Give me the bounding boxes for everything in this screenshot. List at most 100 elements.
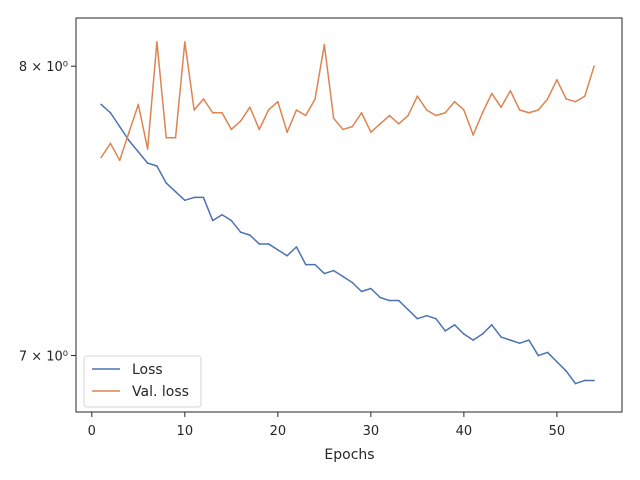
data-point bbox=[332, 269, 335, 272]
data-point bbox=[202, 98, 205, 100]
data-point bbox=[277, 100, 279, 103]
legend: Loss Val. loss bbox=[83, 355, 202, 408]
data-point bbox=[546, 98, 549, 100]
data-point bbox=[314, 98, 316, 100]
data-point bbox=[490, 92, 493, 95]
data-point bbox=[453, 324, 456, 326]
data-point bbox=[518, 342, 521, 345]
x-tick-label: 10 bbox=[177, 424, 194, 439]
data-point bbox=[556, 78, 558, 81]
legend-label: Loss bbox=[132, 362, 163, 378]
data-point bbox=[435, 114, 437, 117]
data-point bbox=[388, 114, 391, 117]
data-point bbox=[388, 299, 391, 302]
data-point bbox=[425, 314, 428, 317]
data-point bbox=[193, 109, 195, 111]
data-point bbox=[342, 275, 344, 278]
data-point bbox=[463, 333, 465, 335]
plot-frame bbox=[75, 17, 623, 413]
data-point bbox=[295, 109, 298, 111]
data-point bbox=[211, 219, 214, 222]
data-point bbox=[184, 199, 186, 202]
data-point bbox=[137, 103, 140, 106]
data-point bbox=[444, 330, 447, 332]
plot-area: 0 10 20 30 40 50 7 × 10⁰ 8 × 10⁰ bbox=[19, 17, 623, 439]
data-point bbox=[435, 317, 437, 320]
data-point bbox=[118, 159, 121, 162]
data-point bbox=[518, 109, 521, 111]
data-point bbox=[416, 95, 419, 98]
data-point bbox=[202, 196, 205, 199]
data-point bbox=[295, 246, 298, 248]
data-point bbox=[556, 360, 558, 363]
data-point bbox=[109, 142, 112, 145]
data-point bbox=[565, 98, 567, 100]
data-point bbox=[397, 299, 400, 302]
data-point bbox=[184, 41, 186, 43]
x-tick-label: 20 bbox=[270, 424, 287, 439]
data-point bbox=[472, 134, 474, 136]
data-point bbox=[221, 213, 223, 216]
data-point bbox=[360, 111, 363, 114]
data-point bbox=[537, 109, 540, 111]
data-point bbox=[537, 354, 540, 357]
data-point bbox=[509, 339, 512, 341]
data-point bbox=[323, 43, 326, 46]
data-point bbox=[370, 131, 372, 134]
data-point bbox=[593, 65, 595, 68]
data-point bbox=[267, 243, 270, 245]
data-point bbox=[239, 231, 242, 234]
data-point bbox=[128, 139, 130, 142]
data-point bbox=[332, 117, 335, 120]
data-point bbox=[109, 111, 112, 114]
data-point bbox=[221, 111, 223, 114]
x-axis-label: Epochs bbox=[324, 447, 374, 463]
series-line-val-loss bbox=[100, 41, 595, 162]
data-point bbox=[351, 281, 354, 284]
data-point bbox=[258, 128, 261, 131]
data-point bbox=[174, 137, 177, 139]
x-tick-label: 50 bbox=[549, 424, 566, 439]
data-point bbox=[490, 324, 493, 326]
data-point bbox=[574, 382, 577, 385]
data-point bbox=[528, 111, 530, 114]
data-point bbox=[379, 123, 381, 125]
data-point bbox=[565, 370, 567, 372]
data-point bbox=[146, 162, 149, 164]
data-point bbox=[407, 308, 409, 311]
y-tick-label: 7 × 10⁰ bbox=[19, 350, 68, 365]
y-tick-label: 8 × 10⁰ bbox=[19, 60, 68, 75]
data-point bbox=[546, 351, 549, 354]
data-point bbox=[416, 317, 419, 320]
data-point bbox=[304, 114, 307, 117]
data-point bbox=[239, 120, 242, 122]
data-point bbox=[481, 111, 484, 114]
data-point bbox=[156, 41, 158, 43]
x-tick-label: 30 bbox=[363, 424, 380, 439]
x-tick-label: 40 bbox=[456, 424, 473, 439]
data-point bbox=[500, 336, 502, 338]
data-point bbox=[128, 131, 130, 134]
data-point bbox=[509, 89, 512, 92]
data-point bbox=[211, 111, 214, 114]
data-point bbox=[286, 254, 288, 257]
data-point bbox=[146, 148, 149, 150]
data-point bbox=[323, 272, 326, 275]
data-point bbox=[286, 131, 288, 134]
data-point bbox=[156, 165, 158, 167]
data-point bbox=[100, 156, 102, 159]
legend-label: Val. loss bbox=[132, 384, 189, 400]
data-point bbox=[193, 196, 195, 199]
data-point bbox=[425, 109, 428, 111]
data-point bbox=[463, 109, 465, 111]
data-point bbox=[351, 125, 354, 128]
data-point bbox=[137, 151, 140, 153]
data-point bbox=[230, 219, 233, 222]
data-point bbox=[370, 287, 372, 290]
data-point bbox=[304, 263, 307, 266]
data-point bbox=[249, 234, 251, 236]
data-point bbox=[453, 100, 456, 103]
data-point bbox=[593, 379, 595, 382]
data-point bbox=[165, 182, 168, 184]
